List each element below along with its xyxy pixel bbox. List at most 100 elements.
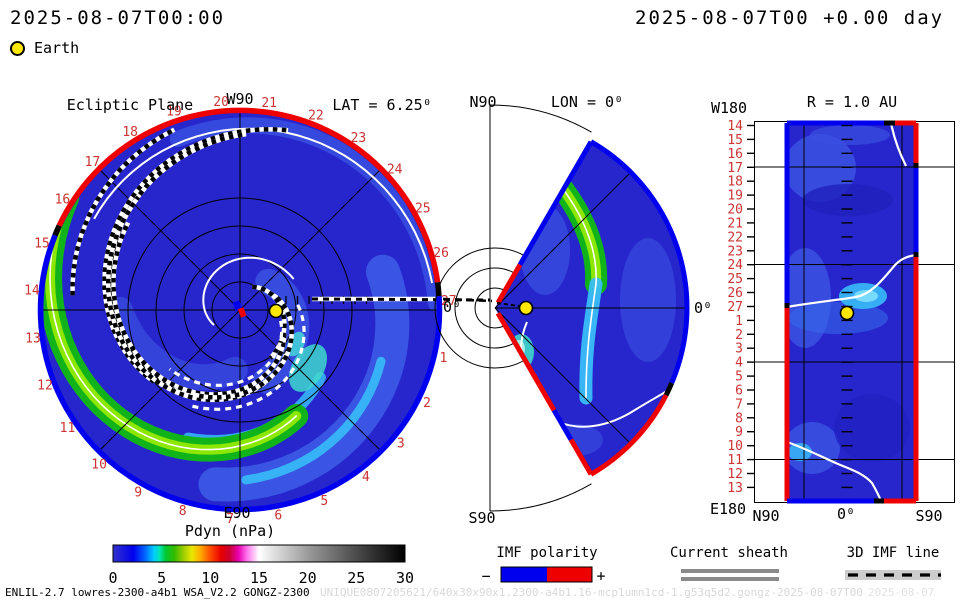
day-marker-label: 15 xyxy=(34,236,50,251)
meridional-panel: N90 LON = 0⁰ S90 0⁰ xyxy=(434,93,712,527)
day-marker-label: 3 xyxy=(735,342,743,357)
ecliptic-lat-label: LAT = 6.25⁰ xyxy=(332,96,431,114)
day-marker-label: 13 xyxy=(727,481,743,496)
day-marker-label: 21 xyxy=(727,216,743,231)
colorbar-title: Pdyn (nPa) xyxy=(185,522,275,540)
day-marker-label: 15 xyxy=(727,133,743,148)
radial-sheath-lines xyxy=(787,123,916,501)
current-sheath-legend: Current sheath xyxy=(670,545,788,581)
earth-imf-line-extension xyxy=(442,297,493,303)
day-marker-label: 13 xyxy=(25,332,41,347)
sun-marker xyxy=(232,300,247,318)
day-marker-label: 19 xyxy=(727,189,743,204)
day-marker-label: 17 xyxy=(727,161,743,176)
day-marker-label: 5 xyxy=(735,370,743,385)
earth-imf-line xyxy=(311,297,491,302)
day-marker-label: 4 xyxy=(362,470,370,485)
radial-zero-label: 0⁰ xyxy=(837,505,855,523)
day-marker-label: 8 xyxy=(179,504,187,519)
radial-tick-marks xyxy=(747,124,853,489)
day-marker-label: 4 xyxy=(735,356,743,371)
day-marker-label: 1 xyxy=(439,351,447,366)
day-marker-label: 14 xyxy=(24,284,40,299)
day-marker-label: 18 xyxy=(727,175,743,190)
day-marker-label: 9 xyxy=(735,425,743,440)
day-marker-label: 2 xyxy=(423,396,431,411)
day-marker-label: 11 xyxy=(60,421,76,436)
ecliptic-title: Ecliptic Plane xyxy=(67,96,193,114)
model-version-label: ENLIL-2.7 lowres-2300-a4b1 WSA_V2.2 GONG… xyxy=(5,586,310,599)
day-marker-label: 16 xyxy=(727,147,743,162)
current-sheath-line xyxy=(555,390,668,428)
radial-n90-label: N90 xyxy=(752,507,779,525)
colorbar-tick-label: 15 xyxy=(250,569,268,587)
current-sheath-line-sample xyxy=(681,577,779,581)
timestamp-forecast: 2025-08-07T00 +0.00 day xyxy=(635,7,945,29)
day-marker-label: 7 xyxy=(226,512,234,527)
imf-line-legend: 3D IMF line xyxy=(845,545,941,580)
day-marker-label: 20 xyxy=(213,95,229,110)
watermark-date: 2025-08-07 xyxy=(868,586,934,599)
radial-s90-label: S90 xyxy=(915,507,942,525)
day-marker-label: 12 xyxy=(727,467,743,482)
ecliptic-boundary-polarity xyxy=(37,107,443,513)
day-marker-label: 17 xyxy=(85,155,101,170)
imf-polarity-legend: IMF polarity − + xyxy=(481,545,605,585)
day-marker-label: 14 xyxy=(727,119,743,134)
day-marker-label: 22 xyxy=(308,108,324,123)
earth-legend-label: Earth xyxy=(34,39,80,57)
day-marker-label: 24 xyxy=(387,163,403,178)
timestamp-current: 2025-08-07T00:00 xyxy=(10,7,226,29)
ecliptic-e90-label: E90 xyxy=(223,504,250,522)
earth-legend: Earth xyxy=(10,39,79,57)
imf-minus-label: − xyxy=(481,567,490,585)
colorbar-tick-label: 0 xyxy=(108,569,117,587)
colorbar-tick-label: 10 xyxy=(201,569,219,587)
day-marker-label: 23 xyxy=(351,131,367,146)
imf-line-title: 3D IMF line xyxy=(847,545,940,561)
ecliptic-w90-label: W90 xyxy=(226,90,253,108)
day-marker-label: 19 xyxy=(166,105,182,120)
ecliptic-zero-label: 0⁰ xyxy=(443,298,461,316)
watermark-run-id: UNIQUE0807205621/640x30x90x1.2300-a4b1.1… xyxy=(320,586,863,599)
day-marker-label: 6 xyxy=(735,384,743,399)
day-marker-label: 9 xyxy=(134,486,142,501)
day-marker-label: 12 xyxy=(37,378,53,393)
colorbar-tick-label: 25 xyxy=(347,569,365,587)
meridional-s90-label: S90 xyxy=(468,509,495,527)
day-marker-label: 11 xyxy=(727,453,743,468)
meridional-zero-label: 0⁰ xyxy=(694,299,712,317)
radial-e180-label: E180 xyxy=(710,500,746,518)
colorbar-tick-label: 30 xyxy=(396,569,414,587)
day-marker-label: 6 xyxy=(274,509,282,524)
meridional-n90-label: N90 xyxy=(469,93,496,111)
day-marker-label: 16 xyxy=(55,193,71,208)
earth-marker-icon xyxy=(10,40,25,56)
earth-imf-line-wedge xyxy=(496,302,520,307)
radial-panel: 1415161718192021222324252627123456789101… xyxy=(710,93,955,525)
day-marker-label: 25 xyxy=(727,272,743,287)
colorbar-tick-label: 5 xyxy=(157,569,166,587)
radial-title: R = 1.0 AU xyxy=(807,93,897,111)
imf-polarity-title: IMF polarity xyxy=(496,545,597,561)
day-marker-label: 27 xyxy=(441,294,457,309)
radial-w180-label: W180 xyxy=(711,99,747,117)
day-marker-label: 26 xyxy=(433,246,449,261)
day-marker-label: 10 xyxy=(727,439,743,454)
day-marker-label: 3 xyxy=(397,437,405,452)
earth-marker-meridional xyxy=(518,300,534,316)
current-sheath-line-sample xyxy=(681,569,779,573)
colorbar-tick-label: 20 xyxy=(299,569,317,587)
day-marker-label: 2 xyxy=(735,328,743,343)
imf-negative-swatch xyxy=(501,567,547,582)
colorbar-gradient xyxy=(112,544,406,563)
day-marker-label: 7 xyxy=(735,397,743,412)
day-marker-label: 20 xyxy=(727,203,743,218)
day-marker-label: 1 xyxy=(735,314,743,329)
day-marker-label: 18 xyxy=(122,125,138,140)
day-marker-label: 25 xyxy=(415,202,431,217)
imf-3d-lines xyxy=(70,127,306,411)
